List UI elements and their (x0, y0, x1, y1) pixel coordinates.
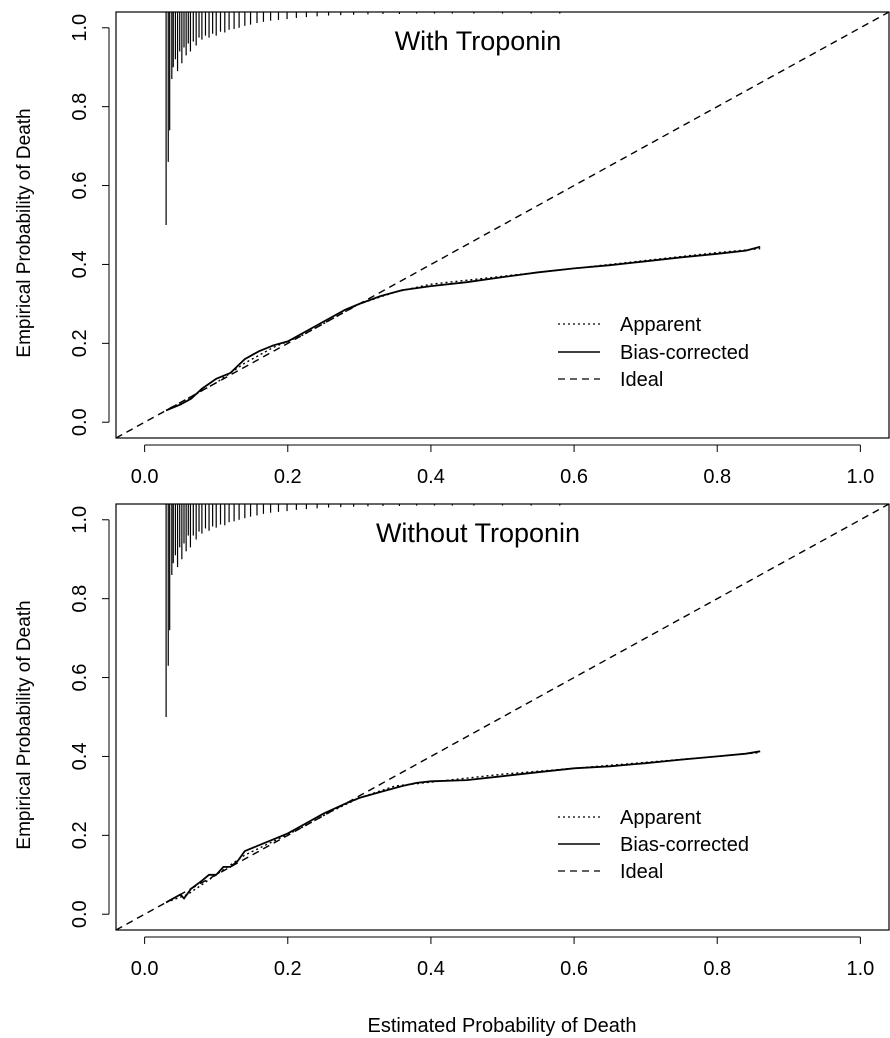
y-tick-label: 0.6 (69, 664, 91, 692)
series-line-ideal (116, 12, 889, 438)
figure-x-axis-label: Estimated Probability of Death (367, 1015, 636, 1037)
panel-title: With Troponin (395, 26, 562, 56)
x-tick-label: 0.6 (560, 958, 588, 980)
calibration-panel: 0.0 0.2 0.4 0.6 0.8 1.0 0.0 0.2 0.4 0.6 0.8 1.0 Empi… (14, 503, 890, 980)
y-axis-label: Empirical Probability of Death (14, 600, 35, 849)
x-tick-label: 1.0 (846, 466, 874, 488)
y-tick-label: 1.0 (69, 506, 91, 534)
y-tick-label: 0.4 (69, 251, 91, 279)
series-line-bias-corrected (165, 750, 761, 904)
x-tick-label: 0.8 (703, 958, 731, 980)
legend: Apparent Bias-corrected Ideal (558, 807, 749, 883)
y-tick-label: 0.6 (69, 172, 91, 200)
legend: Apparent Bias-corrected Ideal (558, 314, 749, 391)
y-tick-label: 1.0 (69, 14, 91, 42)
series-line-ideal (116, 504, 889, 930)
calibration-panel: 0.0 0.2 0.4 0.6 0.8 1.0 0.0 0.2 0.4 0.6 0.8 1.0 Empi… (14, 11, 890, 488)
y-tick-label: 0.4 (69, 743, 91, 771)
x-tick-label: 0.8 (703, 466, 731, 488)
legend-label: Ideal (620, 369, 663, 391)
plot-area (116, 12, 889, 438)
x-tick-label: 1.0 (846, 958, 874, 980)
x-tick-label: 0.0 (131, 958, 159, 980)
x-tick-label: 0.0 (131, 466, 159, 488)
x-tick-label: 0.4 (417, 958, 445, 980)
legend-label: Apparent (620, 314, 702, 336)
y-tick-label: 0.2 (69, 329, 91, 357)
y-tick-label: 0.2 (69, 821, 91, 849)
plot-area (116, 504, 889, 930)
y-tick-label: 0.0 (69, 408, 91, 436)
x-tick-label: 0.2 (274, 466, 302, 488)
x-tick-label: 0.6 (560, 466, 588, 488)
y-tick-label: 0.0 (69, 900, 91, 928)
legend-label: Ideal (620, 861, 663, 883)
y-tick-label: 0.8 (69, 585, 91, 613)
legend-label: Bias-corrected (620, 342, 749, 364)
panel-title: Without Troponin (376, 518, 580, 548)
legend-label: Apparent (620, 807, 702, 829)
y-tick-label: 0.8 (69, 93, 91, 121)
x-tick-label: 0.2 (274, 958, 302, 980)
legend-label: Bias-corrected (620, 834, 749, 856)
y-axis-label: Empirical Probability of Death (14, 108, 35, 357)
x-tick-label: 0.4 (417, 466, 445, 488)
